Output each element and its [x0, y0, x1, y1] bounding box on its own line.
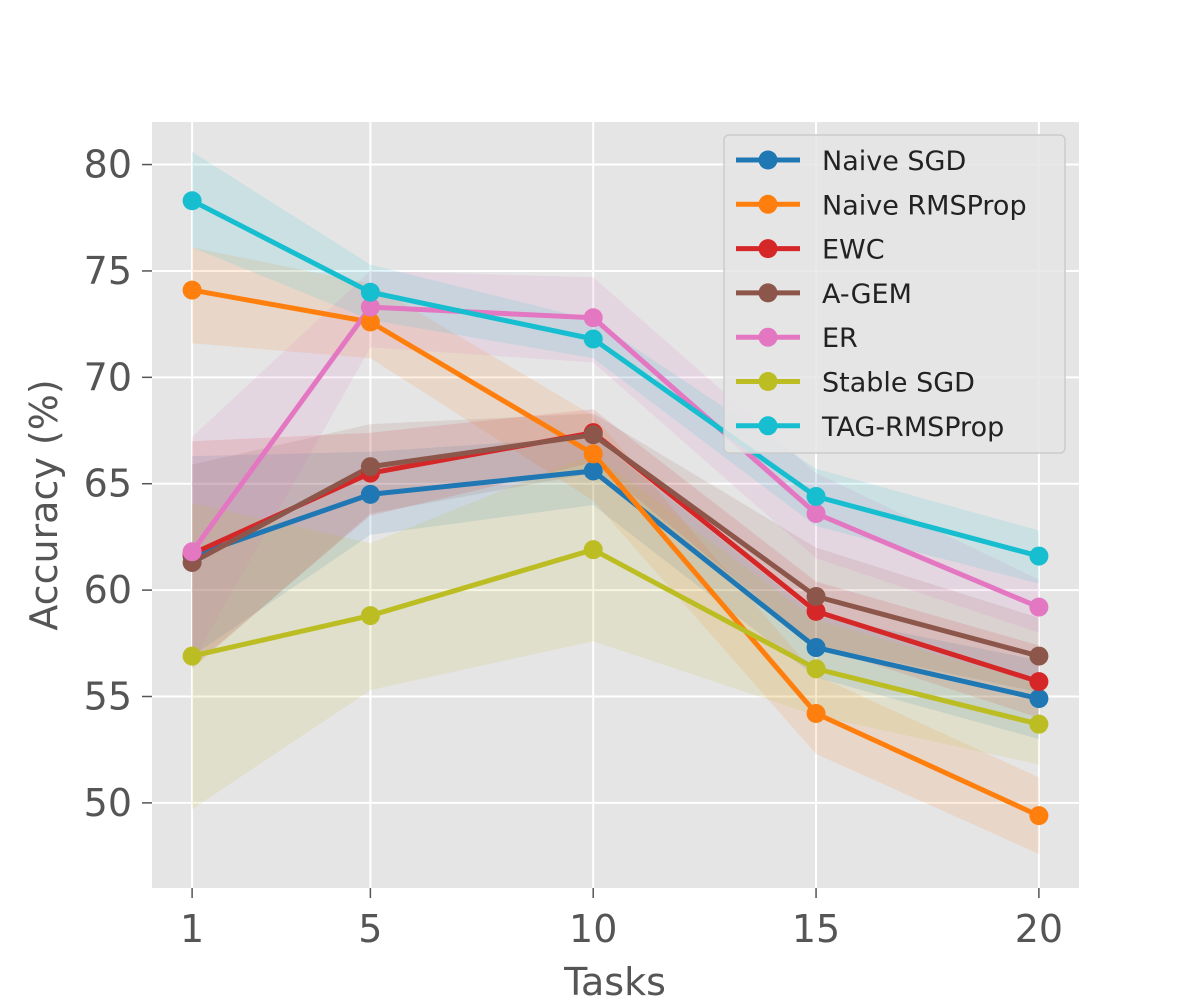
legend-label-naive-rmsprop: Naive RMSProp [822, 190, 1027, 221]
y-tick-label: 50 [84, 781, 132, 825]
point-naive-rmsprop-5 [360, 312, 380, 332]
point-tag-rmsprop-10 [583, 329, 603, 349]
point-a-gem-10 [583, 425, 603, 445]
point-tag-rmsprop-1 [182, 191, 202, 211]
confidence-bands [192, 151, 1039, 854]
legend: Naive SGD Naive RMSProp EWC A-GEM ER Stable S… [723, 134, 1066, 454]
point-naive-sgd-20 [1029, 689, 1049, 709]
band-a-gem [192, 413, 1039, 693]
y-tick-label: 65 [84, 462, 132, 506]
legend-marker-a-gem [758, 283, 778, 303]
legend-label-naive-sgd: Naive SGD [822, 146, 966, 177]
legend-marker-tag-rmsprop [758, 416, 778, 436]
point-stable-sgd-10 [583, 540, 603, 560]
x-tick-label: 15 [792, 907, 840, 951]
y-tick-label: 75 [84, 249, 132, 293]
legend-box [723, 134, 1066, 454]
point-stable-sgd-1 [182, 646, 202, 666]
point-er-20 [1029, 597, 1049, 617]
y-axis-ticks: 50 55 60 65 70 75 80 [84, 143, 152, 825]
band-ewc [192, 409, 1039, 718]
point-er-10 [583, 308, 603, 328]
point-a-gem-5 [360, 457, 380, 477]
point-tag-rmsprop-20 [1029, 546, 1049, 566]
point-naive-sgd-10 [583, 461, 603, 481]
point-naive-sgd-5 [360, 484, 380, 504]
point-naive-rmsprop-10 [583, 444, 603, 464]
point-naive-rmsprop-15 [806, 704, 826, 724]
legend-label-stable-sgd: Stable SGD [822, 368, 975, 399]
legend-marker-naive-sgd [758, 150, 778, 170]
point-tag-rmsprop-15 [806, 486, 826, 506]
x-tick-label: 10 [569, 907, 617, 951]
band-tag-rmsprop [192, 151, 1039, 584]
y-axis-label: Accuracy (%) [22, 379, 66, 630]
band-stable-sgd [192, 453, 1039, 810]
point-ewc-15 [806, 601, 826, 621]
legend-marker-stable-sgd [758, 372, 778, 391]
point-a-gem-15 [806, 586, 826, 606]
band-naive-rmsprop [192, 247, 1039, 854]
point-naive-sgd-15 [806, 638, 826, 658]
point-a-gem-20 [1029, 646, 1049, 666]
x-tick-label: 5 [358, 907, 382, 951]
point-er-15 [806, 504, 826, 524]
point-tag-rmsprop-5 [360, 282, 380, 302]
point-er-1 [182, 542, 202, 562]
point-stable-sgd-20 [1029, 714, 1049, 734]
series-points [182, 191, 1049, 826]
point-stable-sgd-15 [806, 659, 826, 679]
legend-marker-ewc [758, 239, 778, 259]
point-naive-rmsprop-1 [182, 280, 202, 300]
y-tick-label: 55 [84, 675, 132, 719]
legend-marker-naive-rmsprop [758, 194, 778, 214]
y-tick-label: 70 [84, 355, 132, 399]
x-axis-ticks: 1 5 10 15 20 [180, 888, 1063, 951]
legend-label-a-gem: A-GEM [822, 279, 912, 310]
y-tick-label: 80 [84, 143, 132, 187]
legend-marker-er [758, 327, 778, 347]
x-axis-label: Tasks [563, 960, 666, 1000]
band-naive-sgd [192, 436, 1039, 740]
x-tick-label: 1 [180, 907, 204, 951]
point-er-5 [360, 297, 380, 317]
legend-label-tag-rmsprop: TAG-RMSProp [821, 412, 1004, 443]
legend-label-er: ER [822, 323, 858, 354]
band-er [192, 270, 1039, 663]
legend-label-ewc: EWC [822, 235, 885, 266]
point-ewc-20 [1029, 672, 1049, 692]
y-tick-label: 60 [84, 568, 132, 612]
point-naive-rmsprop-20 [1029, 806, 1049, 826]
point-stable-sgd-5 [360, 606, 380, 626]
x-tick-label: 20 [1015, 907, 1063, 951]
